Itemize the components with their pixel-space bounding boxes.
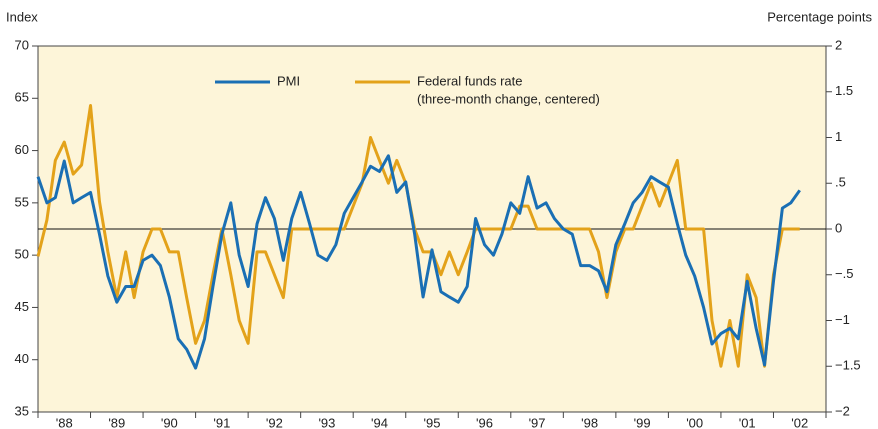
y-tick-label: 70 (15, 37, 29, 52)
y2-tick-label: 1 (835, 129, 842, 144)
legend-note: (three-month change, centered) (417, 91, 600, 106)
y-tick-label: 40 (15, 351, 29, 366)
series-line (36, 154, 801, 370)
y-tick-label: 45 (15, 299, 29, 314)
y2-tick-label: −2 (835, 403, 850, 418)
x-tick-label: '02 (791, 415, 808, 429)
x-tick-label: '89 (108, 415, 125, 429)
y2-tick-label: −.5 (835, 266, 853, 281)
x-tick-label: '95 (424, 415, 441, 429)
x-tick-label: '90 (161, 415, 178, 429)
x-tick-label: '94 (371, 415, 388, 429)
y2-axis-label: Percentage points (767, 9, 872, 24)
y-axis-label: Index (6, 9, 38, 24)
x-tick-label: '88 (56, 415, 73, 429)
x-tick-label: '00 (686, 415, 703, 429)
y-tick-label: 50 (15, 247, 29, 262)
y2-tick-label: −1 (835, 312, 850, 327)
x-tick-label: '91 (213, 415, 230, 429)
x-tick-label: '92 (266, 415, 283, 429)
y2-tick-label: .5 (835, 175, 846, 190)
y-tick-label: 60 (15, 142, 29, 157)
y2-tick-label: 1.5 (835, 83, 853, 98)
y2-tick-label: 2 (835, 37, 842, 52)
x-tick-label: '96 (476, 415, 493, 429)
x-tick-label: '97 (529, 415, 546, 429)
y-tick-label: 55 (15, 194, 29, 209)
legend-label: Federal funds rate (417, 73, 523, 88)
series-line (36, 103, 800, 368)
y2-tick-label: −1.5 (835, 358, 861, 373)
y2-tick-label: 0 (835, 220, 842, 235)
x-tick-label: '99 (634, 415, 651, 429)
x-tick-label: '01 (739, 415, 756, 429)
x-tick-label: '98 (581, 415, 598, 429)
legend-label: PMI (277, 73, 300, 88)
y-tick-label: 65 (15, 90, 29, 105)
y-tick-label: 35 (15, 403, 29, 418)
x-tick-label: '93 (318, 415, 335, 429)
